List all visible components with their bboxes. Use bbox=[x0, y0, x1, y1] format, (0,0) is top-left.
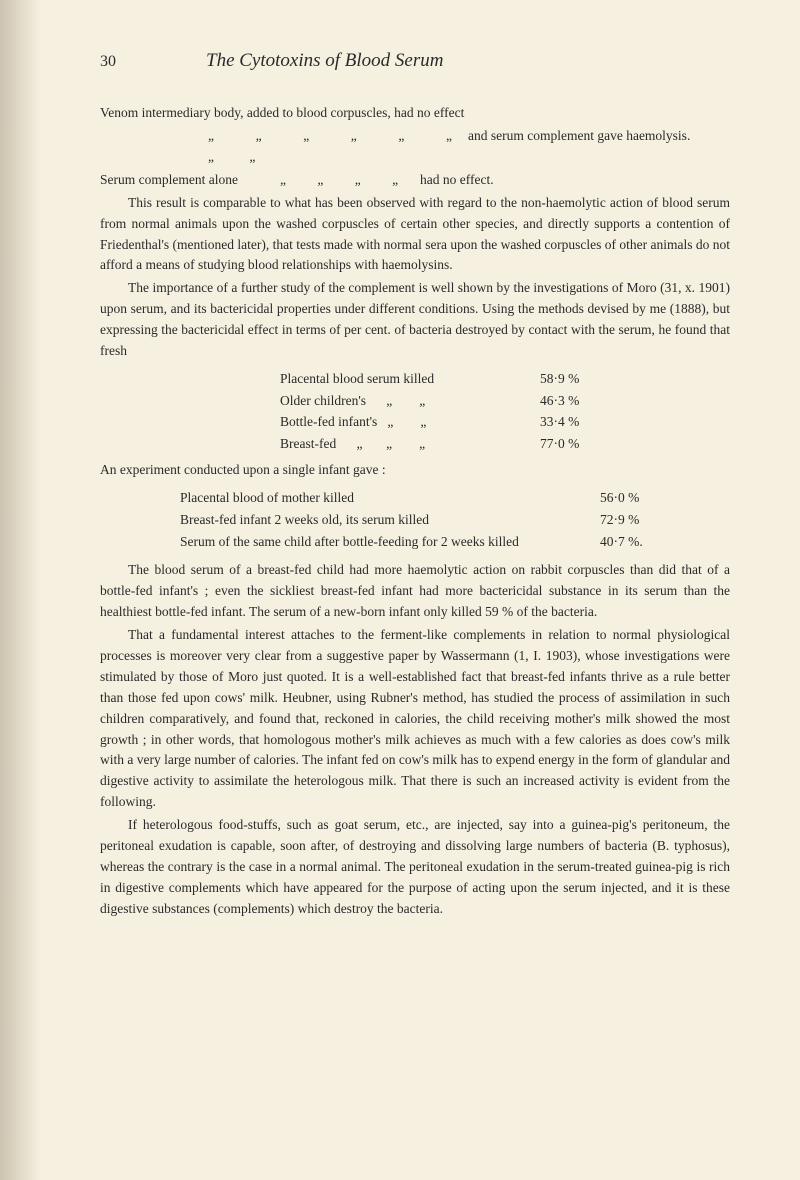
table-label: Breast-fed „ „ „ bbox=[280, 433, 540, 455]
table-label: Bottle-fed infant's „ „ bbox=[280, 411, 540, 433]
table-row: Older children's „ „ 46·3 % bbox=[280, 390, 730, 412]
table-value: 77·0 % bbox=[540, 433, 610, 455]
table-serum-killed: Placental blood serum killed 58·9 % Olde… bbox=[280, 368, 730, 454]
page-shadow bbox=[0, 0, 40, 1180]
table-label: Serum of the same child after bottle-fee… bbox=[180, 531, 600, 553]
page-number: 30 bbox=[100, 53, 116, 71]
table-value: 58·9 % bbox=[540, 368, 610, 390]
table-value: 72·9 % bbox=[600, 509, 670, 531]
page-title: The Cytotoxins of Blood Serum bbox=[206, 50, 443, 72]
table-row: Bottle-fed infant's „ „ 33·4 % bbox=[280, 411, 730, 433]
serum-text: had no effect. bbox=[420, 170, 494, 191]
table-label: Placental blood serum killed bbox=[280, 368, 540, 390]
table-infant-experiment: Placental blood of mother killed 56·0 % … bbox=[180, 487, 730, 552]
table-row: Placental blood of mother killed 56·0 % bbox=[180, 487, 730, 509]
paragraph-5: That a fundamental interest attaches to … bbox=[100, 625, 730, 813]
table-row: Serum of the same child after bottle-fee… bbox=[180, 531, 730, 553]
table-label: Placental blood of mother killed bbox=[180, 487, 600, 509]
table-value: 46·3 % bbox=[540, 390, 610, 412]
paragraph-4: The blood serum of a breast-fed child ha… bbox=[100, 560, 730, 623]
page-header: 30 The Cytotoxins of Blood Serum bbox=[100, 50, 730, 75]
ditto-spacer bbox=[128, 126, 208, 168]
paragraph-1: This result is comparable to what has be… bbox=[100, 193, 730, 277]
table-value: 56·0 % bbox=[600, 487, 670, 509]
table-row: Placental blood serum killed 58·9 % bbox=[280, 368, 730, 390]
paragraph-6: If heterologous food-stuffs, such as goa… bbox=[100, 815, 730, 920]
table-value: 33·4 % bbox=[540, 411, 610, 433]
serum-complement-row: Serum complement alone „ „ „ „ had no ef… bbox=[100, 170, 730, 191]
paragraph-2: The importance of a further study of the… bbox=[100, 278, 730, 362]
table-row: Breast-fed „ „ „ 77·0 % bbox=[280, 433, 730, 455]
ditto-row-1: „ „ „ „ „ „ „ „ and serum complement gav… bbox=[128, 126, 730, 168]
serum-marks: „ „ „ „ bbox=[280, 170, 420, 191]
paragraph-3: An experiment conducted upon a single in… bbox=[100, 460, 730, 481]
ditto-text: and serum complement gave haemolysis. bbox=[468, 126, 730, 168]
intro-line-1: Venom intermediary body, added to blood … bbox=[100, 103, 730, 124]
serum-label: Serum complement alone bbox=[100, 170, 280, 191]
table-value: 40·7 %. bbox=[600, 531, 670, 553]
table-label: Breast-fed infant 2 weeks old, its serum… bbox=[180, 509, 600, 531]
table-row: Breast-fed infant 2 weeks old, its serum… bbox=[180, 509, 730, 531]
ditto-marks: „ „ „ „ „ „ „ „ bbox=[208, 126, 468, 168]
table-label: Older children's „ „ bbox=[280, 390, 540, 412]
page-body: Venom intermediary body, added to blood … bbox=[100, 103, 730, 920]
